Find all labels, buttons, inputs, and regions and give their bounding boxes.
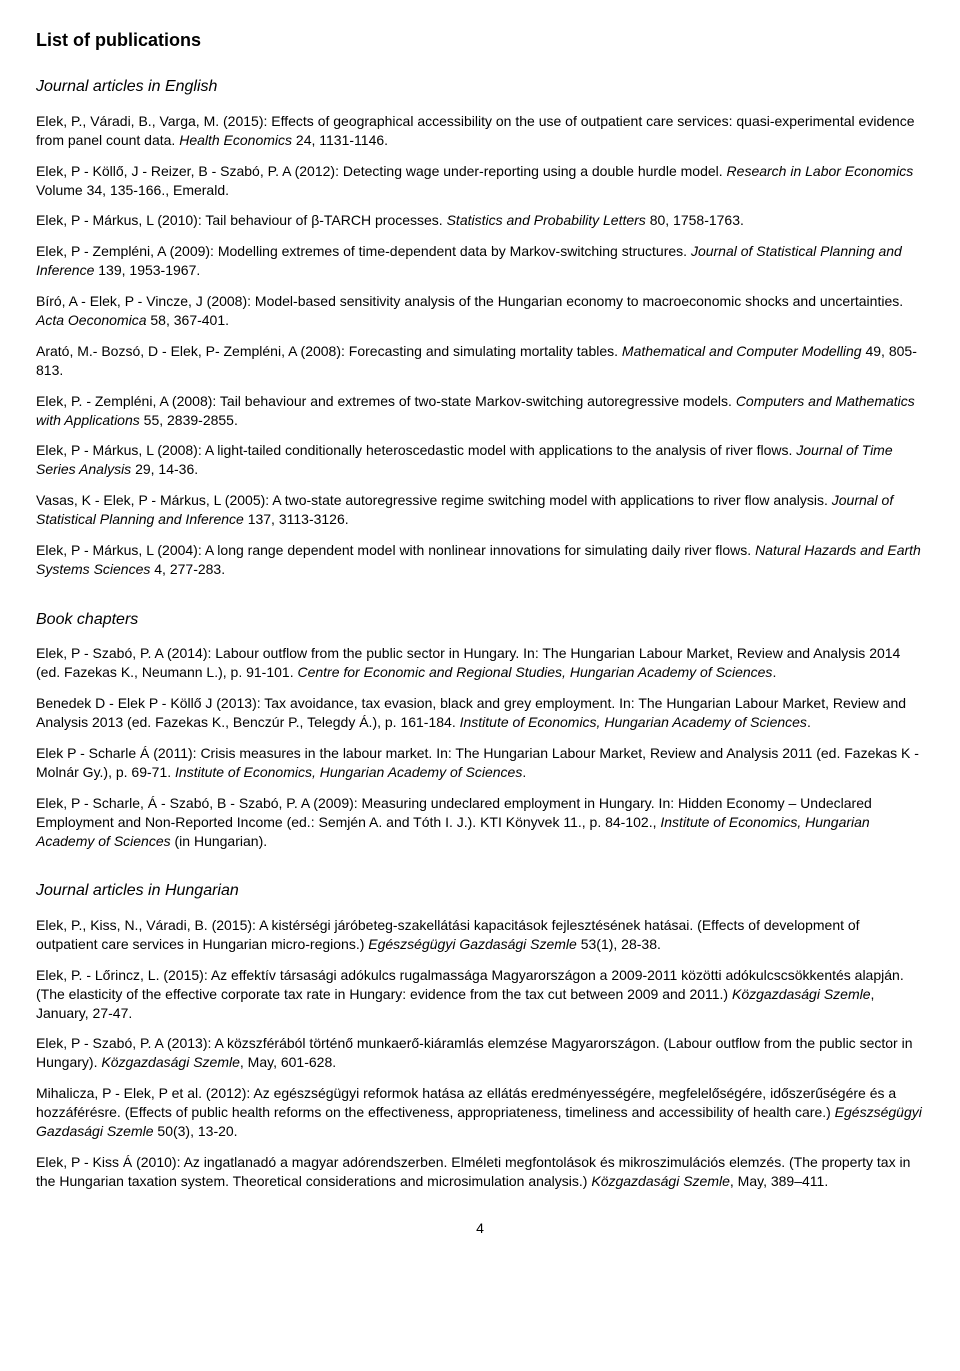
publication-entry: Elek, P - Szabó, P. A (2013): A közszfér… <box>36 1034 924 1072</box>
entry-journal: Research in Labor Economics <box>727 163 914 179</box>
entry-suffix: 80, 1758-1763. <box>646 212 744 228</box>
publication-entry: Elek, P - Scharle, Á - Szabó, B - Szabó,… <box>36 794 924 851</box>
section-heading: Journal articles in Hungarian <box>36 880 924 902</box>
entry-suffix: 55, 2839-2855. <box>140 412 238 428</box>
entry-suffix: Volume 34, 135-166., Emerald. <box>36 182 229 198</box>
entry-suffix: , May, 389–411. <box>730 1173 828 1189</box>
publication-entry: Elek, P - Szabó, P. A (2014): Labour out… <box>36 644 924 682</box>
entry-text: Elek, P - Márkus, L (2004): A long range… <box>36 542 755 558</box>
entry-suffix: . <box>772 664 776 680</box>
publication-entry: Elek P - Scharle Á (2011): Crisis measur… <box>36 744 924 782</box>
entry-journal: Acta Oeconomica <box>36 312 147 328</box>
entry-suffix: 139, 1953-1967. <box>94 262 200 278</box>
entry-text: Elek, P - Márkus, L (2008): A light-tail… <box>36 442 796 458</box>
section-heading: Book chapters <box>36 609 924 631</box>
page-title: List of publications <box>36 28 924 52</box>
entry-suffix: 58, 367-401. <box>147 312 230 328</box>
publication-entry: Elek, P - Márkus, L (2010): Tail behavio… <box>36 211 924 230</box>
entry-text: Elek, P - Zempléni, A (2009): Modelling … <box>36 243 691 259</box>
entry-journal: Centre for Economic and Regional Studies… <box>297 664 772 680</box>
section-heading: Journal articles in English <box>36 76 924 98</box>
entry-suffix: 29, 14-36. <box>131 461 198 477</box>
entry-text: Mihalicza, P - Elek, P et al. (2012): Az… <box>36 1085 896 1120</box>
publication-entry: Elek, P - Zempléni, A (2009): Modelling … <box>36 242 924 280</box>
publication-entry: Vasas, K - Elek, P - Márkus, L (2005): A… <box>36 491 924 529</box>
publication-entry: Benedek D - Elek P - Köllő J (2013): Tax… <box>36 694 924 732</box>
entry-suffix: 137, 3113-3126. <box>244 511 349 527</box>
entry-journal: Egészségügyi Gazdasági Szemle <box>368 936 577 952</box>
entry-journal: Institute of Economics, Hungarian Academ… <box>460 714 807 730</box>
entry-suffix: . <box>807 714 811 730</box>
entry-suffix: 50(3), 13-20. <box>154 1123 238 1139</box>
publication-entry: Arató, M.- Bozsó, D - Elek, P- Zempléni,… <box>36 342 924 380</box>
entry-suffix: , May, 601-628. <box>240 1054 336 1070</box>
entry-journal: Közgazdasági Szemle <box>732 986 871 1002</box>
publication-entry: Elek, P., Váradi, B., Varga, M. (2015): … <box>36 112 924 150</box>
publication-entry: Elek, P., Kiss, N., Váradi, B. (2015): A… <box>36 916 924 954</box>
entry-suffix: 24, 1131-1146. <box>292 132 388 148</box>
page-number: 4 <box>36 1219 924 1238</box>
entry-suffix: 4, 277-283. <box>150 561 225 577</box>
entry-journal: Közgazdasági Szemle <box>591 1173 730 1189</box>
publication-entry: Elek, P. - Zempléni, A (2008): Tail beha… <box>36 392 924 430</box>
entry-journal: Közgazdasági Szemle <box>101 1054 240 1070</box>
entry-text: Elek, P., Váradi, B., Varga, M. (2015): … <box>36 113 915 148</box>
publications-body: Journal articles in English Elek, P., Vár… <box>36 76 924 1190</box>
entry-journal: Statistics and Probability Letters <box>447 212 646 228</box>
entry-journal: Institute of Economics, Hungarian Academ… <box>175 764 522 780</box>
publication-entry: Bíró, A - Elek, P - Vincze, J (2008): Mo… <box>36 292 924 330</box>
publication-entry: Elek, P - Márkus, L (2004): A long range… <box>36 541 924 579</box>
entry-text: Bíró, A - Elek, P - Vincze, J (2008): Mo… <box>36 293 903 309</box>
entry-suffix: (in Hungarian). <box>171 833 268 849</box>
entry-journal: Mathematical and Computer Modelling <box>622 343 862 359</box>
publication-entry: Elek, P - Kiss Á (2010): Az ingatlanadó … <box>36 1153 924 1191</box>
entry-journal: Health Economics <box>179 132 292 148</box>
publication-entry: Elek, P - Köllő, J - Reizer, B - Szabó, … <box>36 162 924 200</box>
publication-entry: Elek, P - Márkus, L (2008): A light-tail… <box>36 441 924 479</box>
publication-entry: Elek, P. - Lőrincz, L. (2015): Az effekt… <box>36 966 924 1023</box>
entry-text: Elek, P - Köllő, J - Reizer, B - Szabó, … <box>36 163 727 179</box>
entry-text: Elek, P - Márkus, L (2010): Tail behavio… <box>36 212 447 228</box>
entry-text: Arató, M.- Bozsó, D - Elek, P- Zempléni,… <box>36 343 622 359</box>
publication-entry: Mihalicza, P - Elek, P et al. (2012): Az… <box>36 1084 924 1141</box>
entry-text: Vasas, K - Elek, P - Márkus, L (2005): A… <box>36 492 832 508</box>
entry-suffix: . <box>522 764 526 780</box>
entry-text: Elek, P. - Zempléni, A (2008): Tail beha… <box>36 393 736 409</box>
entry-suffix: 53(1), 28-38. <box>577 936 661 952</box>
